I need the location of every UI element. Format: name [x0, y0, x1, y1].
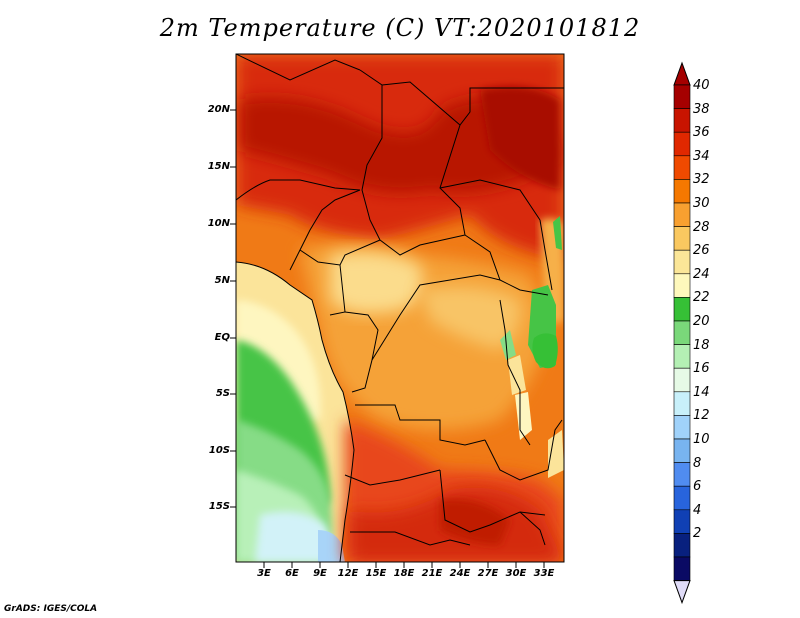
colorbar-label: 34	[693, 148, 710, 164]
colorbar-swatch	[673, 391, 691, 416]
colorbar-swatch	[673, 367, 691, 393]
colorbar-swatch	[673, 249, 691, 275]
temperature-field	[236, 54, 564, 562]
lon-label-18e: 18E	[393, 568, 415, 579]
lat-label-5n: 5N	[214, 275, 230, 286]
lon-label-21e: 21E	[421, 568, 443, 579]
lat-label-20n: 20N	[207, 104, 230, 115]
colorbar-swatch	[673, 533, 691, 558]
lon-ticks	[263, 562, 545, 568]
lat-label-5s: 5S	[215, 388, 230, 399]
colorbar-swatch	[673, 297, 691, 322]
colorbar-swatch	[673, 202, 691, 227]
colorbar-label: 28	[693, 219, 710, 235]
colorbar-label: 20	[693, 314, 710, 329]
colorbar-label: 24	[693, 266, 710, 282]
lon-label-33e: 33E	[533, 568, 555, 579]
grads-credit: GrADS: IGES/COLA	[4, 604, 98, 614]
lat-label-eq: EQ	[214, 332, 230, 343]
colorbar-label: 4	[693, 502, 702, 518]
map-title: 2m Temperature (C) VT:2020101812	[159, 14, 641, 42]
colorbar-label: 26	[693, 243, 710, 259]
colorbar-label: 30	[693, 196, 710, 211]
lat-label-10s: 10S	[208, 445, 230, 456]
colorbar-label: 36	[693, 125, 710, 141]
colorbar-label: 2	[693, 526, 702, 542]
colorbar-swatch	[673, 320, 691, 345]
lat-label-15n: 15N	[207, 161, 230, 172]
colorbar-label: 12	[693, 408, 710, 424]
lon-label-12e: 12E	[337, 568, 359, 579]
colorbar-label: 22	[693, 290, 710, 306]
colorbar-label: 38	[693, 101, 710, 117]
lon-label-3e: 3E	[257, 568, 271, 579]
lon-label-6e: 6E	[285, 568, 299, 579]
lat-label-10n: 10N	[207, 218, 230, 229]
colorbar-swatch	[673, 462, 691, 487]
colorbar-arrow-bottom	[673, 580, 691, 605]
colorbar-swatch	[673, 155, 691, 180]
colorbar-label: 10	[693, 432, 710, 447]
lon-label-9e: 9E	[313, 568, 327, 579]
lon-label-30e: 30E	[505, 568, 527, 579]
colorbar-swatch	[673, 273, 691, 298]
lon-label-15e: 15E	[365, 568, 387, 579]
lat-label-15s: 15S	[208, 501, 230, 512]
lon-label-27e: 27E	[477, 568, 499, 579]
colorbar-label: 14	[693, 384, 710, 400]
colorbar-label: 32	[693, 172, 710, 188]
colorbar-label: 40	[693, 78, 710, 93]
colorbar-swatch	[673, 108, 691, 133]
colorbar-swatch	[673, 556, 691, 581]
colorbar-label: 16	[693, 361, 710, 377]
colorbar-swatch	[673, 415, 691, 440]
colorbar-swatch	[673, 485, 691, 511]
country-borders	[236, 54, 564, 562]
colorbar-swatch	[673, 179, 691, 204]
colorbar-swatch	[673, 84, 691, 109]
colorbar-label: 18	[693, 337, 710, 353]
colorbar-swatch	[673, 438, 691, 463]
lon-label-24e: 24E	[449, 568, 471, 579]
colorbar-swatch	[673, 226, 691, 251]
colorbar	[673, 61, 691, 605]
colorbar-label: 6	[693, 479, 702, 495]
colorbar-arrow-top	[673, 61, 691, 86]
colorbar-swatch	[673, 509, 691, 534]
colorbar-swatch	[673, 344, 691, 369]
lat-ticks	[230, 109, 236, 508]
colorbar-label: 8	[693, 455, 702, 471]
colorbar-swatch	[673, 131, 691, 157]
